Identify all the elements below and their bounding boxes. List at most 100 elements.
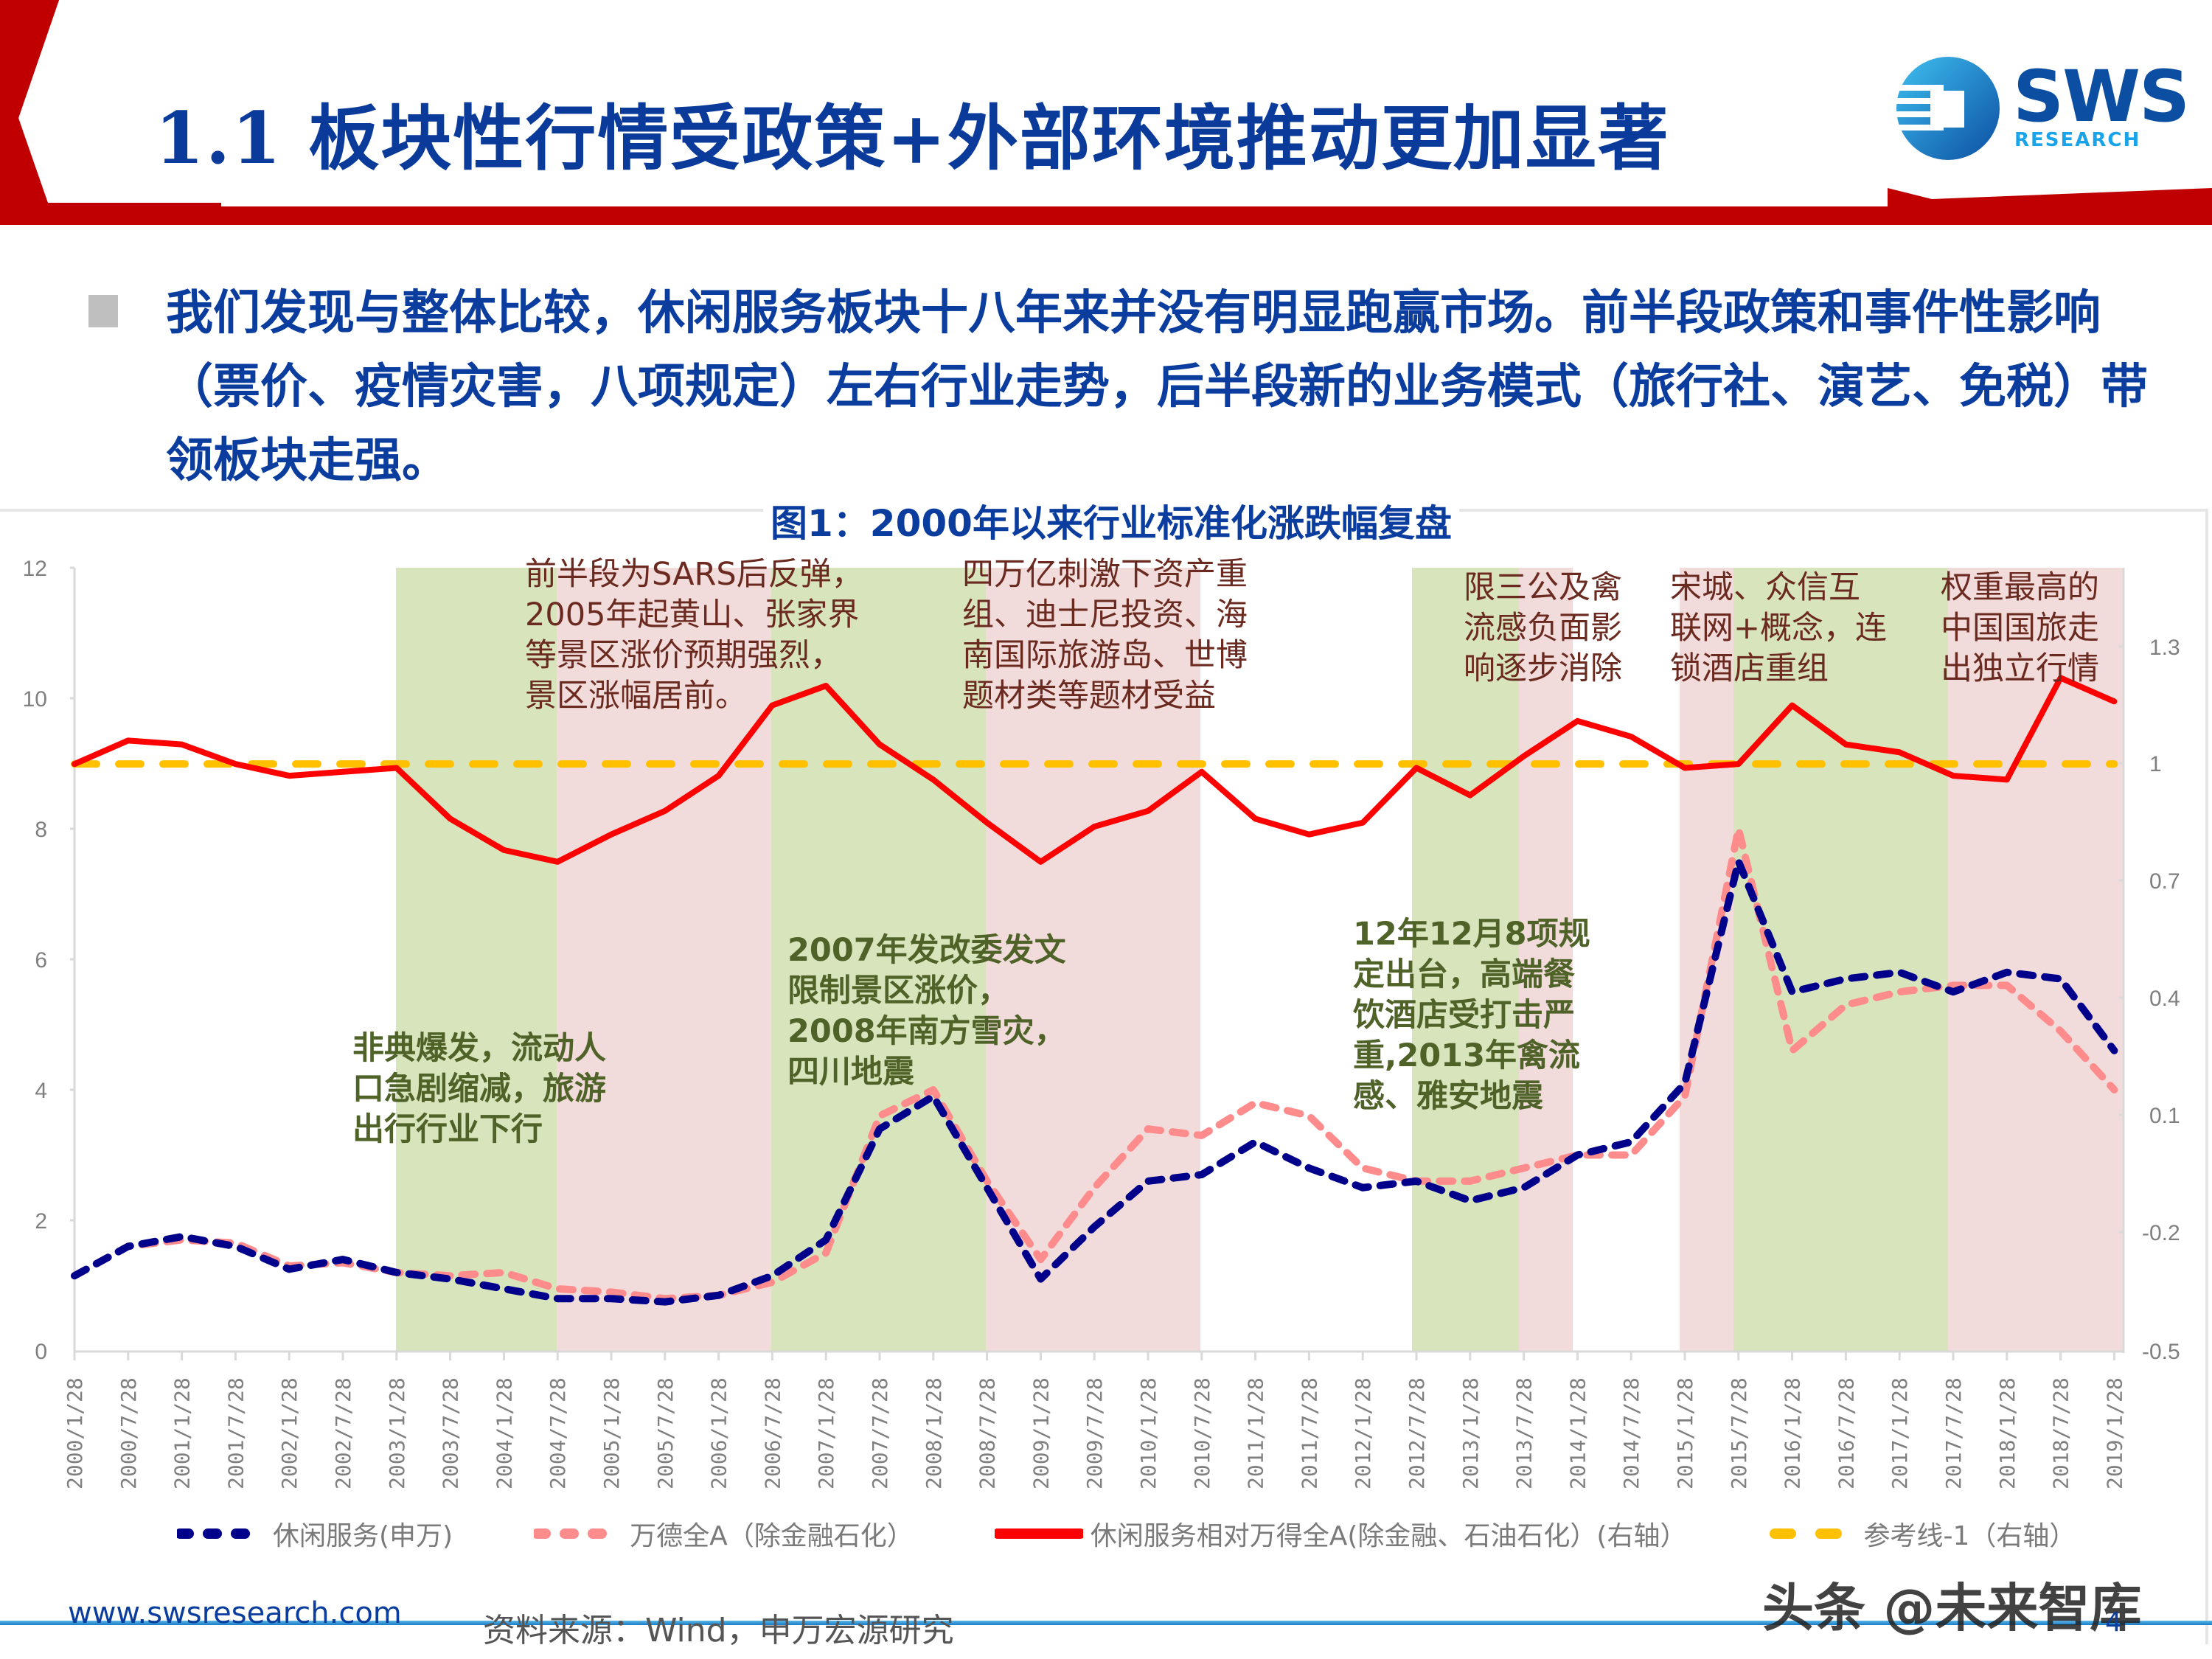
x-tick-label: 2004/1/28 (492, 1377, 516, 1489)
page-number: 4 (2105, 1607, 2122, 1638)
annotation-sars-rebound: 前半段为SARS后反弹， 2005年起黄山、张家界 等景区涨价预期强烈， 景区涨幅居前… (525, 556, 863, 714)
footer-url-link[interactable]: www.swsresearch.com (68, 1596, 402, 1630)
x-tick-label: 2017/7/28 (1941, 1377, 1966, 1489)
x-tick-label: 2011/1/28 (1244, 1377, 1268, 1489)
y-tick-label: 4 (35, 1079, 47, 1103)
x-tick-label: 2009/7/28 (1082, 1377, 1107, 1489)
sws-globe-icon (1896, 57, 2000, 160)
x-tick-label: 2003/1/28 (385, 1377, 409, 1489)
dotted-line-icon (534, 1528, 623, 1539)
legend-label: 休闲服务相对万得全A(除金融、石油石化）(右轴） (1090, 1521, 1687, 1551)
x-tick-label: 2007/7/28 (868, 1377, 892, 1489)
left-axis (70, 566, 2124, 1353)
dotted-line-icon (177, 1528, 265, 1539)
chart-legend: 休闲服务(申万) 万德全A（除金融石化） 休闲服务相对万得全A(除金融、石油石化… (177, 1515, 2157, 1552)
x-tick-label: 2010/7/28 (1190, 1377, 1214, 1489)
dashed-line-icon (1770, 1528, 1854, 1539)
y2-tick-label: -0.5 (2142, 1340, 2180, 1364)
annotation-cits: 权重最高的 中国国旅走 出独立行情 (1941, 569, 2099, 687)
y-tick-label: 8 (35, 818, 47, 842)
y-tick-label: 6 (35, 948, 47, 973)
right-axis-labels: 1.3 1 0.7 0.4 0.1 -0.2 -0.5 (2142, 636, 2180, 1364)
x-tick-label: 2016/7/28 (1834, 1377, 1858, 1489)
x-tick-label: 2013/1/28 (1458, 1377, 1483, 1489)
legend-label: 万德全A（除金融石化） (630, 1521, 914, 1551)
annotation-sars-outbreak: 非典爆发，流动人 口急剧缩减，旅游 出行行业下行 (352, 1030, 606, 1148)
footer-divider (0, 1621, 2212, 1625)
summary-text: 我们发现与整体比较，休闲服务板块十八年来并没有明显跑赢市场。前半段政策和事件性影… (166, 286, 2148, 488)
annotation-ndrc-2007: 2007年发改委发文 限制景区涨价， 2008年南方雪灾， 四川地震 (787, 932, 1066, 1091)
x-tick-label: 2012/7/28 (1405, 1377, 1429, 1489)
logo-subtitle: RESEARCH (2014, 129, 2141, 151)
annotation-avian-flu-recovery: 限三公及禽 流感负面影 响逐步消除 (1464, 569, 1622, 687)
left-axis-labels: 12 10 8 6 4 2 0 (23, 557, 47, 1364)
y2-tick-label: 1 (2149, 752, 2162, 776)
square-bullet-icon (88, 295, 118, 327)
watermark: 头条 @未来智库 (1762, 1578, 2142, 1638)
x-tick-label: 2014/1/28 (1565, 1377, 1590, 1489)
slide-header: 1.1 板块性行情受政策+外部环境推动更加显著 SWS RESEARCH (0, 0, 2212, 225)
x-tick-label: 2007/1/28 (814, 1377, 838, 1489)
y2-tick-label: 1.3 (2149, 636, 2180, 660)
x-tick-label: 2015/1/28 (1673, 1377, 1697, 1489)
x-tick-label: 2013/7/28 (1512, 1377, 1537, 1489)
y2-tick-label: 0.4 (2149, 987, 2180, 1011)
right-axis (2119, 568, 2125, 1353)
x-tick-label: 2000/1/28 (63, 1377, 87, 1489)
x-tick-label: 2014/7/28 (1619, 1377, 1644, 1489)
y-tick-label: 10 (23, 687, 47, 712)
series-lines (71, 675, 2118, 1306)
x-tick-label: 2003/7/28 (439, 1377, 463, 1489)
legend-label: 休闲服务(申万) (273, 1521, 453, 1551)
shaded-periods (396, 568, 2124, 1351)
x-tick-label: 2001/7/28 (223, 1377, 248, 1489)
annotation-songcheng: 宋城、众信互 联网+概念，连 锁酒店重组 (1670, 569, 1888, 687)
series-line (72, 675, 2118, 865)
x-tick-label: 2004/7/28 (546, 1377, 570, 1489)
x-tick-label: 2005/1/28 (599, 1377, 624, 1489)
y-tick-label: 0 (35, 1340, 47, 1364)
chart-title: 图1：2000年以来行业标准化涨跌幅复盘 (763, 494, 1459, 547)
x-tick-label: 2018/1/28 (1995, 1377, 2020, 1489)
x-tick-label: 2011/7/28 (1297, 1377, 1321, 1489)
sws-logo: SWS RESEARCH (1895, 55, 2205, 166)
x-tick-label: 2002/1/28 (277, 1377, 302, 1489)
footer-source: 资料来源：Wind，申万宏源研究 (483, 1612, 954, 1649)
x-tick-label: 2009/1/28 (1029, 1377, 1053, 1489)
y2-tick-label: -0.2 (2142, 1221, 2180, 1245)
legend-item-leisure: 休闲服务(申万) (177, 1514, 453, 1553)
y2-tick-label: 0.1 (2149, 1104, 2180, 1128)
legend-item-wind-all-a: 万德全A（除金融石化） (534, 1514, 914, 1553)
y2-tick-label: 0.7 (2149, 869, 2180, 894)
x-tick-label: 2012/1/28 (1351, 1377, 1375, 1489)
x-tick-label: 2002/7/28 (331, 1377, 355, 1489)
x-axis-labels: 2000/1/28 2000/7/28 2001/1/28 2001/7/28 2002… (63, 1377, 2126, 1489)
legend-label: 参考线-1（右轴） (1863, 1521, 2076, 1551)
y-tick-label: 2 (35, 1209, 47, 1234)
x-tick-label: 2016/1/28 (1781, 1377, 1805, 1489)
x-tick-label: 2006/7/28 (760, 1377, 785, 1489)
annotation-stimulus: 四万亿刺激下资产重 组、迪士尼投资、海 南国际旅游岛、世博 题材类等题材受益 (962, 556, 1248, 714)
logo-wordmark: SWS (2013, 55, 2190, 138)
solid-line-icon (994, 1528, 1083, 1539)
y-tick-label: 12 (23, 557, 47, 581)
x-tick-label: 2001/1/28 (170, 1377, 195, 1489)
x-tick-label: 2010/1/28 (1136, 1377, 1161, 1489)
x-tick-label: 2018/7/28 (2049, 1377, 2073, 1489)
legend-item-reference: 参考线-1（右轴） (1767, 1514, 2076, 1553)
x-tick-label: 2005/7/28 (653, 1377, 678, 1489)
x-tick-label: 2000/7/28 (116, 1377, 141, 1489)
annotation-eight-rules: 12年12月8项规 定出台，高端餐 饮酒店受打击严 重,2013年禽流 感、雅安地震 (1353, 916, 1590, 1115)
x-tick-label: 2015/7/28 (1727, 1377, 1751, 1489)
x-tick-label: 2019/1/28 (2102, 1377, 2126, 1489)
x-axis-ticks (73, 1352, 2115, 1360)
x-tick-label: 2006/1/28 (707, 1377, 731, 1489)
series-line (71, 858, 2118, 1306)
x-tick-label: 2008/7/28 (975, 1377, 1000, 1489)
legend-item-relative: 休闲服务相对万得全A(除金融、石油石化）(右轴） (994, 1514, 1687, 1553)
header-chevron-decoration (0, 0, 2212, 225)
page-title: 1.1 板块性行情受政策+外部环境推动更加显著 (155, 97, 1670, 180)
x-tick-label: 2017/1/28 (1888, 1377, 1912, 1489)
x-tick-label: 2008/1/28 (922, 1377, 946, 1489)
